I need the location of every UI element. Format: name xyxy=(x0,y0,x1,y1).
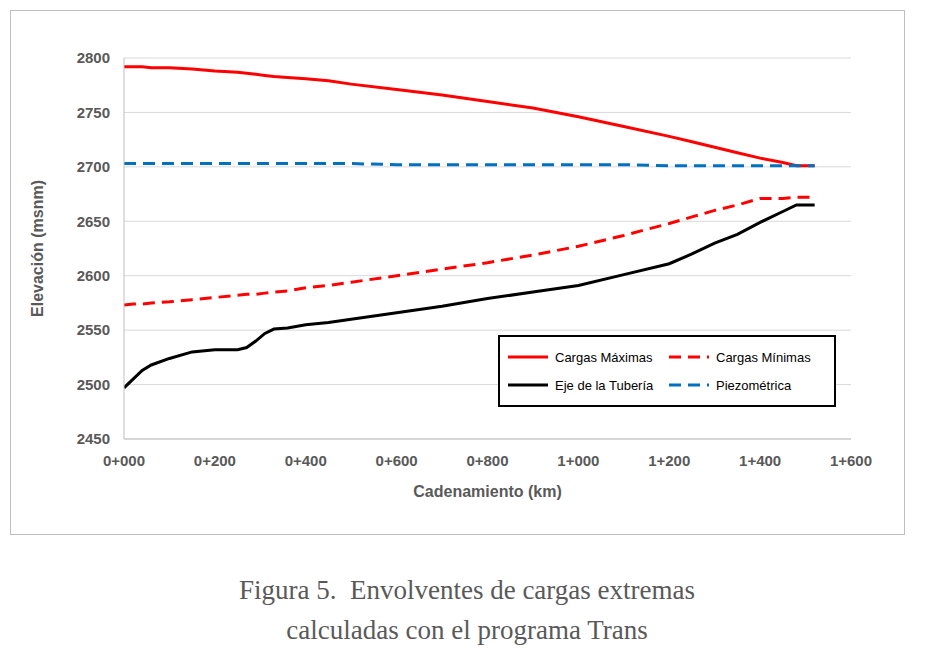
html-text:Eje de la Tubería: Eje de la Tubería xyxy=(555,377,654,393)
svg-text:2700: 2700 xyxy=(77,158,110,175)
svg-text:2600: 2600 xyxy=(77,267,110,284)
svg-text:0+600: 0+600 xyxy=(376,452,418,469)
svg-text:1+000: 1+000 xyxy=(557,452,599,469)
svg-text:0+000: 0+000 xyxy=(103,452,145,469)
html-text:Cargas Mínimas: Cargas Mínimas xyxy=(716,349,811,365)
svg-text:Elevación (msnm): Elevación (msnm) xyxy=(29,180,46,317)
svg-text:2500: 2500 xyxy=(77,376,110,393)
html-text:Figura 5. Envolventes de carga: Figura 5. Envolventes de cargas extremas xyxy=(238,575,696,605)
html-text:Cargas Máximas: Cargas Máximas xyxy=(555,349,653,365)
svg-text:2750: 2750 xyxy=(77,104,110,121)
svg-text:1+200: 1+200 xyxy=(648,452,690,469)
svg-text:0+400: 0+400 xyxy=(285,452,327,469)
svg-text:2800: 2800 xyxy=(77,49,110,66)
svg-text:2550: 2550 xyxy=(77,321,110,338)
html-text:calculadas con el programa Tra: calculadas con el programa Trans xyxy=(286,615,648,645)
svg-text:1+600: 1+600 xyxy=(830,452,872,469)
svg-text:Cadenamiento (km): Cadenamiento (km) xyxy=(413,483,561,500)
svg-text:1+400: 1+400 xyxy=(739,452,781,469)
svg-text:2450: 2450 xyxy=(77,430,110,447)
svg-text:0+800: 0+800 xyxy=(466,452,508,469)
svg-text:0+200: 0+200 xyxy=(194,452,236,469)
svg-text:2650: 2650 xyxy=(77,213,110,230)
html-text:Piezométrica: Piezométrica xyxy=(716,377,792,393)
